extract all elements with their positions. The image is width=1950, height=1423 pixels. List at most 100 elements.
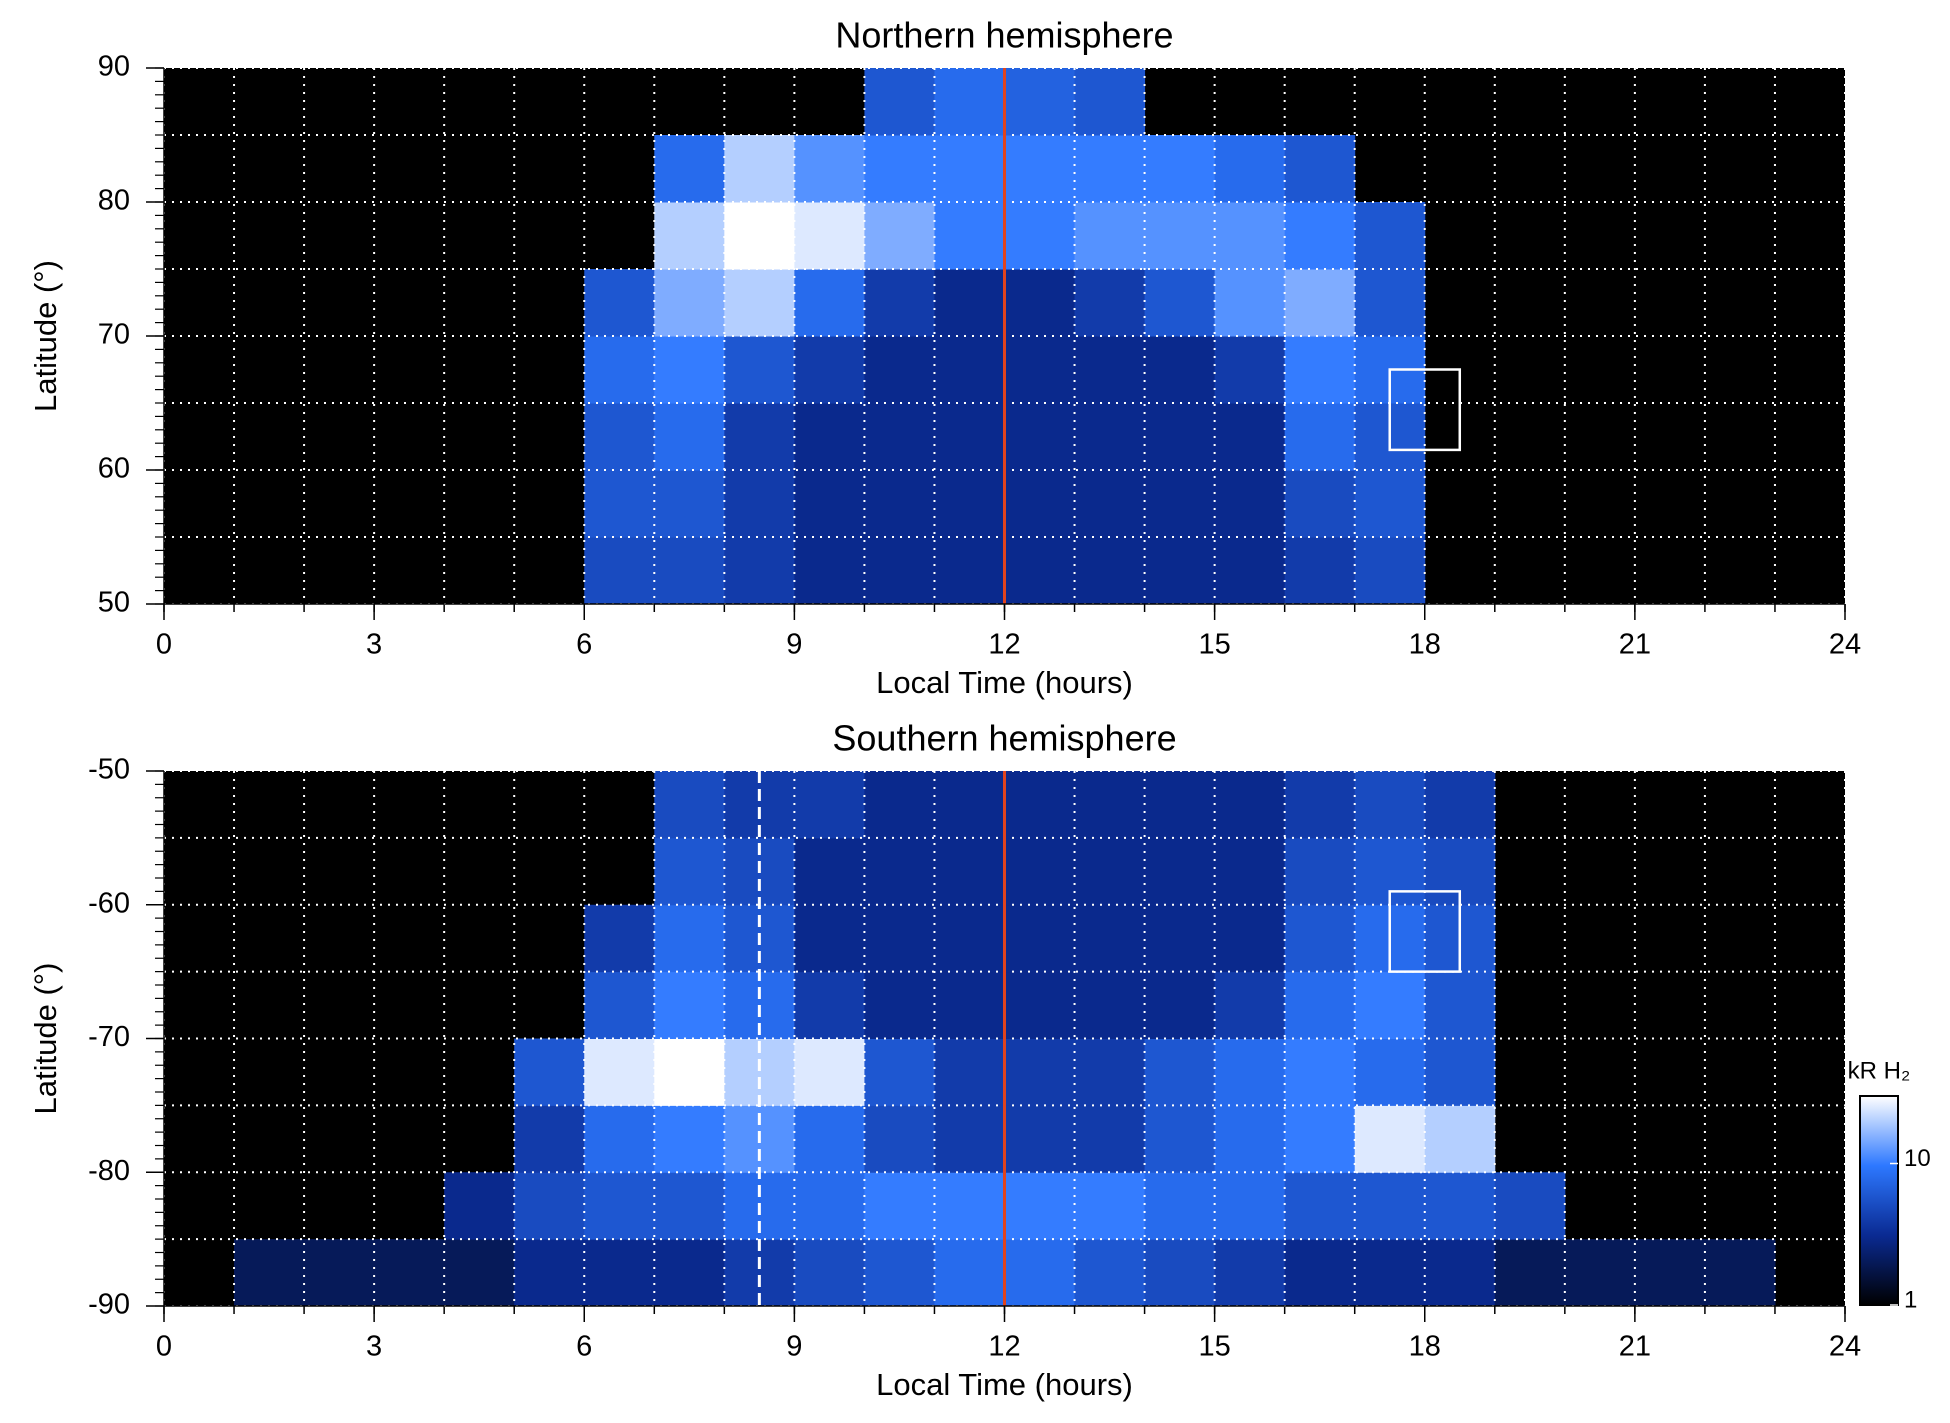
y-tick-label: 60 xyxy=(98,453,130,485)
heat-cell xyxy=(1284,904,1356,973)
heat-cell xyxy=(864,269,935,337)
heat-cell xyxy=(1004,336,1076,404)
heat-cell xyxy=(654,1239,725,1307)
heat-cell xyxy=(1074,1105,1146,1173)
heat-cell xyxy=(1424,771,1496,839)
heat-cell xyxy=(794,1105,865,1173)
heat-cell xyxy=(1354,1239,1426,1307)
heat-cell xyxy=(1424,971,1496,1039)
heat-cell xyxy=(654,537,725,605)
heat-cell xyxy=(934,68,1005,136)
colorbar-tick-label: 10 xyxy=(1904,1145,1931,1172)
heat-cell xyxy=(724,537,795,605)
heat-cell xyxy=(1074,1038,1146,1106)
x-tick-label: 9 xyxy=(786,1331,802,1363)
heat-cell xyxy=(934,336,1005,404)
y-tick-label: -70 xyxy=(88,1021,130,1053)
heat-cell xyxy=(934,971,1005,1039)
heat-cell xyxy=(1144,403,1216,471)
heat-cell xyxy=(304,1239,375,1307)
heat-cell xyxy=(1074,470,1146,538)
x-tick-label: 15 xyxy=(1198,629,1230,661)
heat-cell xyxy=(1144,470,1216,538)
heat-cell xyxy=(934,1038,1005,1106)
heat-cell xyxy=(934,1105,1005,1173)
heat-cell xyxy=(794,269,865,337)
heat-cell xyxy=(1004,1038,1076,1106)
heat-cell xyxy=(1144,1038,1216,1106)
heat-cell xyxy=(794,537,865,605)
heat-cell xyxy=(1354,537,1426,605)
heat-cell xyxy=(1004,837,1076,906)
heat-cell xyxy=(1214,1105,1286,1173)
heat-cell xyxy=(864,68,935,136)
heat-cell xyxy=(1284,1038,1356,1106)
heat-cell xyxy=(1284,269,1356,337)
heat-cell xyxy=(934,202,1005,270)
heat-cell xyxy=(864,1038,935,1106)
heat-cell xyxy=(654,135,725,203)
x-tick-label: 6 xyxy=(576,1331,592,1363)
heat-cell xyxy=(1284,1105,1356,1173)
heat-cell xyxy=(724,135,795,203)
heat-cell xyxy=(584,1172,655,1240)
x-tick-label: 12 xyxy=(988,1331,1020,1363)
x-tick-label: 18 xyxy=(1409,1331,1441,1363)
heat-cell xyxy=(1144,336,1216,404)
heat-cell xyxy=(584,470,655,538)
heat-cell xyxy=(1074,904,1146,973)
highlight-box xyxy=(1388,368,1462,452)
heat-cell xyxy=(514,1038,585,1106)
heat-cell xyxy=(1564,1239,1636,1307)
heat-cell xyxy=(1634,1239,1706,1307)
heat-cell xyxy=(1074,537,1146,605)
heat-cell xyxy=(1004,135,1076,203)
heat-cell xyxy=(654,904,725,973)
heat-cell xyxy=(864,470,935,538)
heat-cell xyxy=(654,403,725,471)
heat-cell xyxy=(1004,1239,1076,1307)
heat-cell xyxy=(514,1105,585,1173)
heat-cell xyxy=(1284,537,1356,605)
heat-cell xyxy=(584,537,655,605)
heat-cell xyxy=(864,771,935,839)
heat-cell xyxy=(794,336,865,404)
heat-cell xyxy=(1424,1038,1496,1106)
heat-cell xyxy=(1004,202,1076,270)
heat-cell xyxy=(1074,68,1146,136)
heat-cell xyxy=(794,904,865,973)
heat-cell xyxy=(1144,904,1216,973)
heat-cell xyxy=(1354,202,1426,270)
heat-cell xyxy=(934,1172,1005,1240)
colorbar-tick-label: 1 xyxy=(1904,1286,1917,1313)
heat-cell xyxy=(794,135,865,203)
heat-cell xyxy=(654,470,725,538)
heat-cell xyxy=(934,403,1005,471)
heat-cell xyxy=(1144,537,1216,605)
heat-cell xyxy=(1144,971,1216,1039)
heat-cell xyxy=(864,537,935,605)
heat-cell xyxy=(1214,1172,1286,1240)
heat-cell xyxy=(1354,269,1426,337)
heat-cell xyxy=(1284,771,1356,839)
heat-cell xyxy=(1214,537,1286,605)
heat-cell xyxy=(584,403,655,471)
heat-cell xyxy=(654,771,725,839)
heat-cell xyxy=(1354,1172,1426,1240)
heat-cell xyxy=(1074,202,1146,270)
x-tick-label: 3 xyxy=(366,629,382,661)
heat-cell xyxy=(1214,1038,1286,1106)
heat-cell xyxy=(864,1105,935,1173)
heat-cell xyxy=(934,837,1005,906)
heat-cell xyxy=(934,537,1005,605)
heat-cell xyxy=(1214,135,1286,203)
heat-cell xyxy=(1004,537,1076,605)
heat-cell xyxy=(1074,336,1146,404)
heat-cell xyxy=(794,1239,865,1307)
heat-cell xyxy=(1144,1172,1216,1240)
heat-cell xyxy=(864,336,935,404)
heat-cell xyxy=(654,1105,725,1173)
heat-cell xyxy=(1004,1105,1076,1173)
highlight-box xyxy=(1388,890,1462,973)
